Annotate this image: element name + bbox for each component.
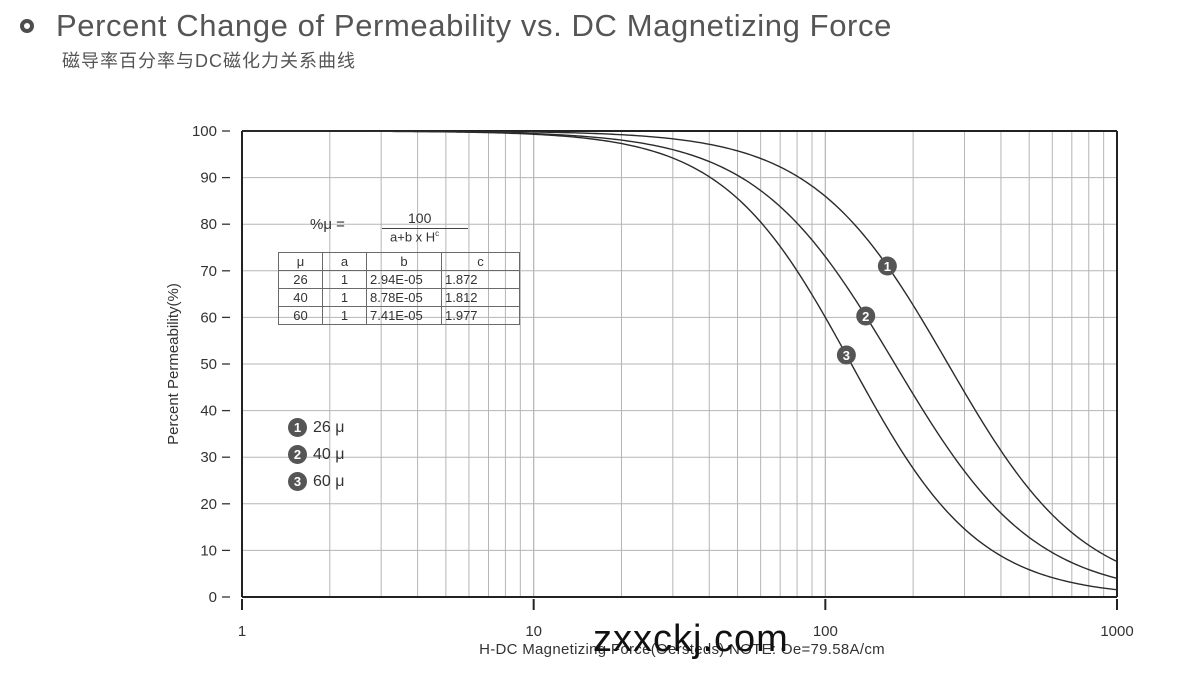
legend-label: 26 μ (313, 418, 345, 436)
legend: 1 26 μ 2 40 μ 3 60 μ (288, 414, 344, 495)
y-tick-label: 40 (200, 403, 217, 420)
table-cell: 1 (322, 306, 367, 325)
legend-item: 3 60 μ (288, 468, 344, 495)
legend-item: 1 26 μ (288, 414, 344, 441)
y-tick-label: 70 (200, 263, 217, 280)
params-table: μ a b c 26 1 2.94E-05 1.872 40 1 8.78E-0… (278, 252, 520, 325)
x-tick-label: 1000 (1100, 623, 1133, 640)
number-1-icon: 1 (288, 418, 307, 437)
y-tick-label: 50 (200, 356, 217, 373)
formula-fraction-bar (382, 228, 468, 229)
y-tick-label: 80 (200, 216, 217, 233)
table-cell: 1.812 (441, 288, 520, 307)
table-header: μ (278, 252, 323, 271)
table-row: 60 1 7.41E-05 1.977 (278, 306, 520, 325)
series-badge-label: 3 (843, 348, 850, 363)
y-tick-label: 20 (200, 496, 217, 513)
table-header: a (322, 252, 367, 271)
page-subtitle: 磁导率百分率与DC磁化力关系曲线 (62, 51, 356, 71)
legend-label: 40 μ (313, 445, 345, 463)
formula-denominator: a+b x Hc (390, 229, 439, 244)
watermark: zxxckj.com (593, 618, 789, 660)
y-tick-label: 0 (209, 589, 217, 606)
series-badge-label: 2 (862, 309, 869, 324)
y-tick-label: 10 (200, 542, 217, 559)
x-tick-label: 100 (813, 623, 838, 640)
x-axis-title: H-DC Magnetizing Force(Oersteds) NOTE: O… (479, 641, 885, 658)
table-cell: 7.41E-05 (366, 306, 442, 325)
y-tick-label: 100 (192, 123, 217, 140)
y-tick-label: 30 (200, 449, 217, 466)
table-row: 26 1 2.94E-05 1.872 (278, 270, 520, 289)
series-badge-3 (836, 345, 856, 365)
legend-label: 60 μ (313, 472, 345, 490)
page-title: Percent Change of Permeability vs. DC Ma… (56, 8, 892, 43)
series-badge-2 (856, 306, 876, 326)
table-cell: 8.78E-05 (366, 288, 442, 307)
table-cell: 1.872 (441, 270, 520, 289)
x-tick-label: 1 (238, 623, 246, 640)
y-axis-title: Percent Permeability(%) (165, 283, 182, 445)
formula-exponent: c (435, 229, 440, 238)
title-row: Percent Change of Permeability vs. DC Ma… (20, 8, 892, 44)
table-header-row: μ a b c (278, 252, 520, 271)
table-row: 40 1 8.78E-05 1.812 (278, 288, 520, 307)
table-header: b (366, 252, 442, 271)
series-line-40u (242, 130, 1118, 580)
table-header: c (441, 252, 520, 271)
formula-lhs: %μ = (310, 216, 345, 233)
x-tick-label: 10 (525, 623, 542, 640)
series-line-60u (241, 130, 1118, 591)
legend-item: 2 40 μ (288, 441, 344, 468)
series-badge-1 (877, 256, 897, 276)
series-badge-label: 1 (884, 259, 891, 274)
table-cell: 40 (278, 288, 323, 307)
table-cell: 1 (322, 288, 367, 307)
table-cell: 2.94E-05 (366, 270, 442, 289)
formula-numerator: 100 (408, 210, 432, 226)
title-bullet-icon (20, 19, 34, 33)
table-cell: 1 (322, 270, 367, 289)
formula: %μ = 100 a+b x Hc (310, 210, 470, 250)
table-cell: 1.977 (441, 306, 520, 325)
table-cell: 60 (278, 306, 323, 325)
table-cell: 26 (278, 270, 323, 289)
number-2-icon: 2 (288, 445, 307, 464)
y-tick-label: 60 (200, 309, 217, 326)
y-tick-label: 90 (200, 170, 217, 187)
number-3-icon: 3 (288, 472, 307, 491)
formula-denominator-text: a+b x H (390, 229, 436, 245)
